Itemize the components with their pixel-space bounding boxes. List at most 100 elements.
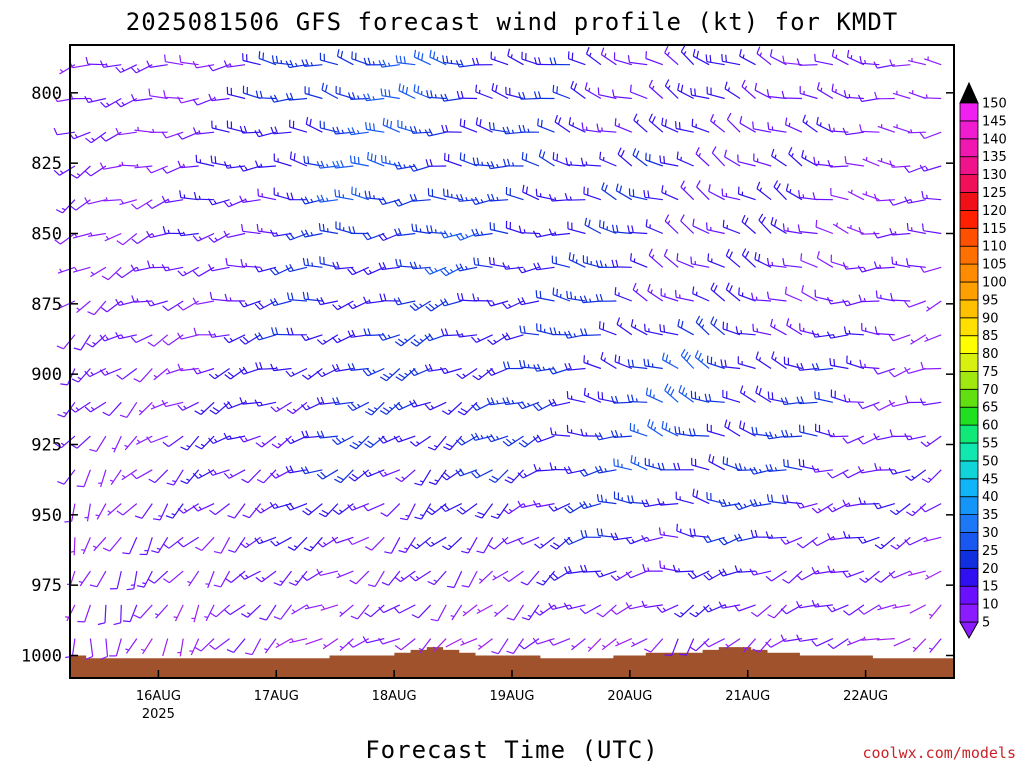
- barb-half-flag: [461, 332, 464, 337]
- wind-barb: [696, 180, 710, 201]
- barb-half-flag: [847, 502, 851, 507]
- barb-full-flag: [631, 495, 634, 503]
- barb-half-flag: [306, 405, 311, 409]
- barb-staff: [671, 638, 679, 656]
- barb-half-flag: [172, 480, 176, 483]
- barb-staff: [675, 432, 694, 437]
- barb-staff: [307, 368, 323, 380]
- wind-barb: [504, 469, 524, 484]
- wind-barb: [594, 570, 617, 578]
- wind-barb: [455, 435, 478, 446]
- barb-full-flag: [487, 193, 491, 202]
- wind-barb: [254, 536, 277, 545]
- barb-full-flag: [567, 505, 574, 512]
- barb-full-flag: [523, 325, 526, 334]
- barb-full-flag: [301, 374, 309, 380]
- barb-full-flag: [270, 126, 275, 135]
- barb-staff: [725, 255, 741, 268]
- barb-full-flag: [165, 515, 173, 519]
- wind-barb: [426, 90, 447, 100]
- barb-half-flag: [667, 85, 671, 89]
- barb-staff: [680, 220, 695, 234]
- wind-barb: [241, 604, 262, 618]
- barb-full-flag: [889, 509, 897, 516]
- wind-barb: [758, 213, 772, 234]
- barb-full-flag: [162, 441, 169, 448]
- barb-full-flag: [672, 564, 677, 573]
- barb-staff: [536, 503, 555, 508]
- barb-staff: [305, 638, 323, 645]
- barb-full-flag: [305, 116, 309, 125]
- barb-full-flag: [177, 160, 182, 168]
- barb-full-flag: [536, 581, 544, 586]
- barb-staff: [861, 130, 880, 133]
- barb-full-flag: [228, 549, 236, 553]
- barb-staff: [815, 334, 833, 338]
- wind-barb: [599, 151, 617, 167]
- barb-full-flag: [713, 318, 718, 327]
- barb-staff: [675, 296, 694, 302]
- colorbar-label: 15: [982, 580, 999, 595]
- barb-full-flag: [647, 190, 650, 198]
- wind-barb: [364, 190, 385, 201]
- wind-barb: [208, 330, 230, 338]
- barb-full-flag: [770, 217, 774, 225]
- barb-staff: [490, 300, 509, 307]
- barb-full-flag: [502, 397, 507, 405]
- barb-full-flag: [765, 431, 770, 440]
- barb-half-flag: [433, 646, 437, 650]
- wind-barb: [118, 161, 137, 167]
- barb-full-flag: [627, 359, 630, 367]
- barb-staff: [474, 232, 493, 237]
- wind-barb: [87, 300, 107, 316]
- barb-staff: [678, 391, 695, 403]
- barb-half-flag: [291, 609, 296, 613]
- barb-full-flag: [424, 268, 431, 275]
- barb-staff: [135, 334, 153, 344]
- wind-barb: [610, 395, 632, 404]
- barb-staff: [443, 97, 462, 102]
- chart-title: 2025081506 GFS forecast wind profile (kt…: [126, 8, 898, 36]
- barb-staff: [832, 223, 849, 235]
- barb-full-flag: [336, 475, 344, 481]
- wind-barb: [254, 160, 277, 168]
- barb-full-flag: [259, 617, 267, 621]
- wind-barb: [89, 570, 107, 588]
- wind-barb: [165, 503, 184, 519]
- barb-full-flag: [874, 91, 878, 99]
- barb-staff: [817, 503, 834, 514]
- barb-full-flag: [533, 91, 538, 99]
- barb-full-flag: [146, 202, 153, 209]
- barb-staff: [420, 469, 432, 486]
- barb-full-flag: [920, 441, 927, 447]
- barb-staff: [677, 325, 694, 336]
- barb-half-flag: [925, 574, 930, 579]
- wind-barb: [77, 604, 91, 623]
- barb-full-flag: [828, 123, 832, 132]
- barb-staff: [845, 131, 864, 136]
- barb-full-flag: [752, 121, 754, 129]
- wind-barb: [596, 123, 617, 133]
- barb-full-flag: [580, 328, 584, 336]
- wind-barb: [362, 367, 385, 377]
- barb-half-flag: [388, 406, 393, 410]
- barb-staff: [648, 119, 664, 133]
- barb-full-flag: [579, 295, 584, 303]
- barb-full-flag: [362, 504, 369, 512]
- x-tick-label: 19AUG: [489, 689, 534, 704]
- barb-staff: [242, 401, 261, 405]
- barb-full-flag: [754, 252, 757, 260]
- barb-staff: [397, 232, 416, 237]
- barb-full-flag: [362, 268, 369, 275]
- barb-staff: [110, 469, 122, 486]
- barb-staff: [830, 165, 849, 168]
- barb-full-flag: [238, 367, 244, 375]
- barb-half-flag: [368, 299, 371, 304]
- barb-half-flag: [802, 194, 805, 198]
- barb-staff: [93, 300, 107, 316]
- wind-barb: [754, 82, 772, 100]
- barb-full-flag: [316, 541, 324, 548]
- barb-full-flag: [306, 292, 310, 300]
- barb-staff: [382, 469, 401, 477]
- barb-full-flag: [889, 160, 893, 168]
